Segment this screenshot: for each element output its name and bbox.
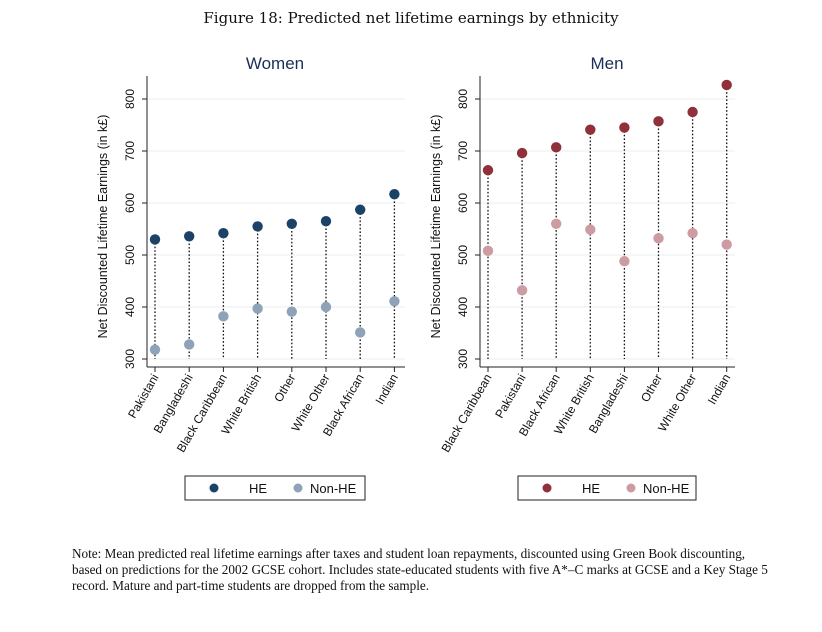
men-non-he-point — [585, 224, 596, 235]
women-ytick-label: 400 — [123, 297, 137, 317]
men-he-point — [721, 79, 732, 91]
men-non-he-point — [653, 233, 664, 244]
men-ytick-label: 800 — [456, 89, 470, 109]
women-legend-non-he-marker — [293, 483, 303, 493]
women-non-he-point — [355, 327, 366, 338]
men-he-point — [619, 122, 630, 133]
women-xtick-label: Pakistani — [125, 372, 161, 421]
figure-title: Figure 18: Predicted net lifetime earnin… — [203, 9, 619, 27]
women-he-point — [355, 204, 366, 215]
men-xtick-label: Black Caribbean — [438, 372, 494, 455]
men-legend-he-marker — [542, 483, 552, 493]
women-non-he-point — [286, 306, 297, 317]
women-panel-title: Women — [246, 54, 304, 73]
men-legend-non-he-marker — [626, 483, 636, 493]
chart-canvas: Women 300 400 500 600 700 800 Net Discounted Li… — [96, 54, 735, 501]
men-he-point — [653, 116, 664, 127]
women-ytick-label: 300 — [123, 349, 137, 369]
men-non-he-point — [551, 218, 562, 229]
women-ytick-label: 500 — [123, 245, 137, 265]
men-non-he-point — [516, 285, 528, 296]
men-non-he-point — [721, 239, 732, 250]
men-he-point — [516, 147, 528, 159]
women-he-point — [218, 227, 229, 239]
men-he-point — [687, 106, 698, 118]
women-non-he-point — [149, 344, 161, 355]
women-y-axis-label: Net Discounted Lifetime Earnings (in k£) — [96, 115, 110, 339]
women-xtick-label: Indian — [373, 372, 401, 407]
women-legend-he-label: HE — [249, 481, 267, 496]
men-ytick-label: 300 — [456, 349, 470, 369]
men-xtick-label: Pakistani — [492, 372, 528, 421]
women-he-point — [149, 234, 161, 245]
women-legend-box — [184, 475, 366, 501]
women-non-he-point — [252, 303, 263, 314]
men-he-point — [551, 142, 562, 153]
women-ytick-label: 800 — [123, 89, 137, 109]
men-ytick-label: 700 — [456, 141, 470, 161]
men-non-he-point — [619, 256, 630, 267]
men-ytick-label: 400 — [456, 297, 470, 317]
women-non-he-point — [389, 296, 400, 307]
women-he-point — [184, 231, 195, 242]
women-non-he-point — [320, 301, 332, 313]
men-panel-title: Men — [590, 54, 623, 73]
men-legend-he-label: HE — [582, 481, 600, 496]
men-non-he-point — [482, 245, 494, 257]
women-he-point — [286, 218, 297, 229]
men-non-he-point — [687, 227, 698, 239]
women-he-point — [320, 216, 332, 227]
women-legend-he-marker — [209, 483, 219, 493]
men-y-axis-label: Net Discounted Lifetime Earnings (in k£) — [429, 115, 443, 339]
women-non-he-point — [218, 311, 229, 322]
men-xtick-label: Indian — [705, 372, 733, 407]
women-ytick-label: 600 — [123, 193, 137, 213]
men-he-point — [482, 165, 494, 176]
men-legend-non-he-label: Non-HE — [643, 481, 690, 496]
women-he-point — [389, 188, 400, 200]
women-non-he-point — [184, 339, 195, 350]
men-xtick-label: Other — [638, 372, 665, 405]
women-legend-non-he-label: Non-HE — [310, 481, 357, 496]
men-ytick-label: 500 — [456, 245, 470, 265]
figure-note: Note: Mean predicted real lifetime earni… — [72, 546, 768, 593]
women-he-point — [252, 221, 263, 232]
men-ytick-label: 600 — [456, 193, 470, 213]
women-xtick-label: Other — [271, 372, 298, 405]
women-ytick-label: 700 — [123, 141, 137, 161]
men-he-point — [585, 124, 596, 135]
